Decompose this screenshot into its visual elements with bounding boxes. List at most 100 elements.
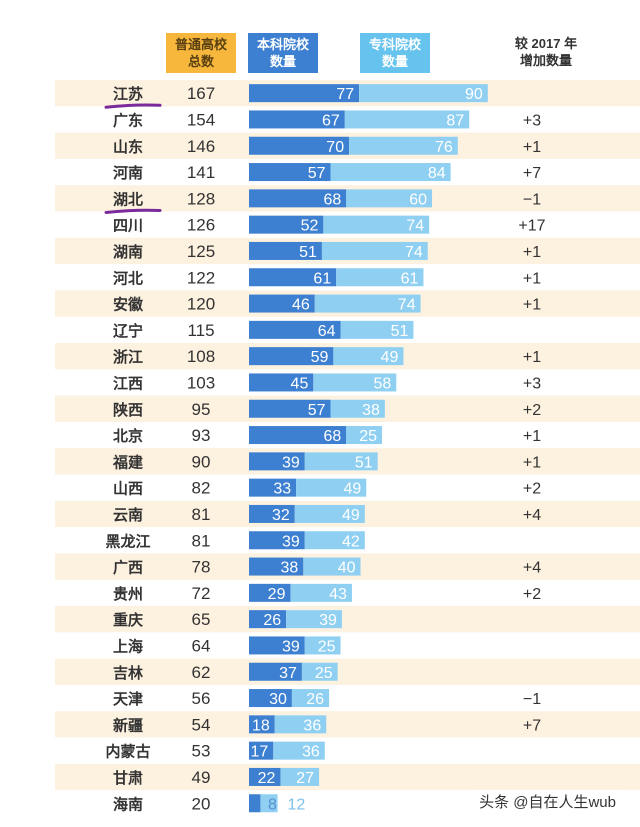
province-label: 重庆 [113, 611, 143, 629]
total-count-label: 64 [192, 636, 211, 655]
bar-undergraduate [249, 347, 334, 366]
change-label: +4 [523, 560, 541, 577]
bar-undergraduate [249, 215, 324, 234]
watermark: 头条 @自在人生wub [475, 790, 620, 813]
bar-undergraduate [249, 504, 295, 523]
province-label: 山西 [113, 481, 143, 498]
bar-vocational [296, 478, 367, 497]
value-label-vocational: 49 [343, 481, 361, 498]
bar-undergraduate [249, 531, 305, 550]
bar-vocational [294, 504, 365, 523]
value-label-undergraduate: 59 [311, 349, 329, 366]
province-label: 云南 [113, 506, 143, 524]
value-label-vocational: 51 [391, 323, 409, 340]
value-label-undergraduate: 32 [272, 507, 290, 524]
province-label: 黑龙江 [105, 532, 150, 550]
value-label-undergraduate: 68 [323, 191, 341, 208]
bar-vocational [274, 715, 327, 734]
total-count-label: 90 [192, 452, 211, 471]
value-label-undergraduate: 26 [263, 612, 281, 629]
total-count-label: 93 [192, 426, 211, 445]
bar-vocational [349, 136, 458, 155]
change-label: +2 [523, 586, 541, 603]
province-label: 安徽 [113, 296, 144, 314]
value-label-vocational: 74 [398, 297, 416, 314]
total-count-label: 125 [187, 242, 215, 261]
bar-vocational [273, 741, 325, 760]
bar-vocational [340, 320, 414, 339]
total-count-label: 167 [187, 84, 215, 103]
total-count-label: 78 [192, 558, 211, 577]
bar-undergraduate [249, 478, 297, 497]
total-count-label: 126 [187, 216, 215, 235]
bar-undergraduate [249, 294, 315, 313]
bar-undergraduate [249, 426, 347, 445]
value-label-vocational: 12 [288, 796, 306, 813]
value-label-vocational: 84 [428, 165, 446, 182]
value-label-undergraduate: 39 [282, 533, 300, 550]
row-stripe [55, 658, 640, 685]
province-label: 江苏 [113, 85, 143, 103]
total-count-label: 128 [187, 189, 215, 208]
value-label-undergraduate: 46 [292, 297, 310, 314]
change-label: +3 [523, 112, 541, 129]
value-label-vocational: 49 [342, 507, 360, 524]
value-label-undergraduate: 52 [301, 218, 319, 235]
province-label: 天津 [113, 690, 143, 708]
value-label-undergraduate: 39 [282, 638, 300, 655]
bar-vocational [260, 794, 278, 813]
header-undergraduate-count: 本科院校 数量 [248, 33, 318, 73]
bar-vocational [304, 531, 365, 550]
province-label: 河北 [113, 269, 143, 287]
total-count-label: 65 [192, 610, 211, 629]
value-label-vocational: 60 [409, 191, 427, 208]
value-label-undergraduate: 38 [281, 560, 299, 577]
change-label: +7 [523, 717, 541, 734]
bar-undergraduate [249, 84, 360, 103]
total-count-label: 49 [192, 768, 211, 787]
bar-vocational [291, 689, 330, 708]
value-label-undergraduate: 57 [308, 402, 326, 419]
bar-undergraduate [249, 636, 305, 655]
value-label-undergraduate: 33 [273, 481, 291, 498]
bar-undergraduate [249, 189, 347, 208]
total-count-label: 56 [192, 689, 211, 708]
value-label-undergraduate: 18 [252, 717, 270, 734]
row-stripe [55, 606, 640, 633]
change-label: −1 [523, 191, 541, 208]
value-label-undergraduate: 8 [268, 796, 277, 813]
province-label: 陕西 [113, 401, 143, 419]
province-label: 吉林 [113, 664, 144, 682]
bar-undergraduate [249, 715, 275, 734]
change-label: +2 [523, 481, 541, 498]
province-label: 福建 [112, 453, 144, 471]
value-label-vocational: 90 [465, 86, 483, 103]
total-count-label: 141 [187, 163, 215, 182]
bar-undergraduate [249, 320, 341, 339]
value-label-vocational: 40 [338, 560, 356, 577]
total-count-label: 62 [192, 663, 211, 682]
header-total-colleges: 普通高校 总数 [166, 33, 236, 73]
bar-vocational [304, 452, 378, 471]
province-label: 辽宁 [113, 322, 143, 340]
bar-vocational [330, 163, 451, 182]
province-label: 广西 [113, 559, 143, 577]
province-label: 湖南 [113, 243, 143, 261]
bar-vocational [314, 294, 421, 313]
header-vocational-count: 专科院校 数量 [360, 33, 430, 73]
change-label: +17 [518, 218, 545, 235]
province-label: 内蒙古 [105, 743, 150, 761]
bar-vocational [313, 373, 397, 392]
bar-undergraduate [249, 399, 331, 418]
value-label-undergraduate: 45 [291, 375, 309, 392]
change-label: +1 [523, 244, 541, 261]
change-label: +1 [523, 270, 541, 287]
province-label: 新疆 [113, 716, 143, 734]
bar-vocational [346, 426, 382, 445]
bar-vocational [333, 347, 404, 366]
value-label-vocational: 25 [315, 665, 333, 682]
change-label: +1 [523, 454, 541, 471]
province-label: 广东 [113, 111, 143, 129]
bar-undergraduate [249, 610, 287, 629]
value-label-undergraduate: 67 [322, 112, 340, 129]
